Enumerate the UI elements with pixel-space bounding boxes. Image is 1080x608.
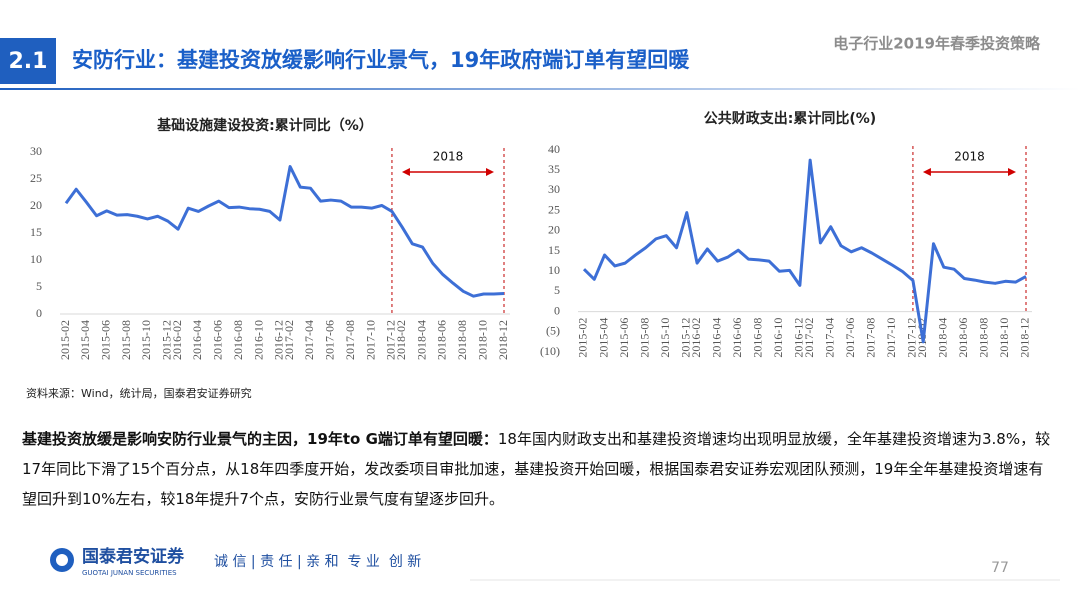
chart-title: 公共财政支出:累计同比(%) (704, 110, 876, 127)
span-label: 2018 (433, 150, 464, 164)
x-tick-label: 2015-12 (679, 318, 693, 358)
y-tick-label: 10 (30, 252, 42, 266)
y-tick-label: 35 (548, 162, 560, 176)
x-tick-label: 2017-08 (864, 318, 878, 358)
x-tick-label: 2017-12 (905, 318, 919, 358)
y-tick-label: 40 (548, 142, 560, 156)
x-tick-label: 2017-02 (802, 318, 816, 358)
x-tick-label: 2018-10 (475, 320, 489, 360)
x-tick-label: 2015-12 (160, 320, 174, 360)
y-tick-label: 15 (548, 243, 560, 257)
company-name: 国泰君安证券 (82, 546, 185, 567)
x-tick-label: 2016-10 (771, 318, 785, 358)
section-number: 2.1 (9, 49, 48, 74)
y-tick-label: 5 (554, 283, 560, 297)
x-tick-label: 2018-04 (414, 320, 428, 360)
source-note: 资料来源：Wind，统计局，国泰君安证券研究 (26, 386, 252, 400)
y-tick-label: 10 (548, 263, 560, 277)
x-tick-label: 2017-10 (884, 318, 898, 358)
body-lead: 基建投资放缓是影响安防行业景气的主因，19年to G端订单有望回暖： (22, 430, 498, 448)
body-text: 基建投资放缓是影响安防行业景气的主因，19年to G端订单有望回暖：18年国内财… (22, 424, 1058, 514)
x-tick-label: 2016-10 (251, 320, 265, 360)
x-tick-label: 2016-04 (709, 318, 723, 358)
chart-title: 基础设施建设投资:累计同比（%） (157, 117, 373, 134)
x-tick-label: 2018-10 (997, 318, 1011, 358)
x-tick-label: 2016-12 (272, 320, 286, 360)
section-box (0, 38, 56, 84)
y-tick-label: (10) (540, 344, 560, 358)
y-tick-label: 15 (30, 225, 42, 239)
x-tick-label: 2016-04 (190, 320, 204, 360)
x-tick-label: 2016-12 (792, 318, 806, 358)
page-number: 77 (991, 560, 1009, 576)
x-tick-label: 2015-04 (78, 320, 92, 360)
slide-title: 安防行业：基建投资放缓影响行业景气，19年政府端订单有望回暖 (72, 48, 690, 72)
x-tick-label: 2016-02 (170, 320, 184, 360)
x-tick-label: 2018-06 (956, 318, 970, 358)
x-tick-label: 2016-08 (750, 318, 764, 358)
x-tick-label: 2016-06 (730, 318, 744, 358)
x-tick-label: 2017-08 (343, 320, 357, 360)
x-tick-label: 2018-12 (1018, 318, 1032, 358)
company-name-en: GUOTAI JUNAN SECURITIES (82, 569, 177, 577)
y-tick-label: 5 (36, 279, 42, 293)
x-tick-label: 2015-02 (576, 318, 590, 358)
x-tick-label: 2015-10 (139, 320, 153, 360)
span-label: 2018 (954, 150, 985, 164)
x-tick-label: 2017-04 (822, 318, 836, 358)
y-tick-label: 30 (548, 182, 560, 196)
y-tick-label: 20 (30, 198, 42, 212)
x-tick-label: 2018-12 (496, 320, 510, 360)
series-line (64, 165, 505, 298)
x-tick-label: 2017-04 (302, 320, 316, 360)
x-tick-label: 2018-02 (394, 320, 408, 360)
y-tick-label: 20 (548, 223, 560, 237)
y-tick-label: 30 (30, 144, 42, 158)
x-tick-label: 2018-06 (435, 320, 449, 360)
x-tick-label: 2017-06 (323, 320, 337, 360)
y-tick-label: 0 (554, 303, 560, 317)
x-tick-label: 2017-12 (384, 320, 398, 360)
x-tick-label: 2018-04 (936, 318, 950, 358)
x-tick-label: 2015-08 (637, 318, 651, 358)
body-detail: 18年国内财政支出和基建投资增速均出现明显放缓，全年基建投资增速为3.8%，较1… (22, 430, 1051, 508)
header-rule (0, 88, 1080, 90)
series-line (582, 158, 1027, 344)
logo-icon-inner (56, 554, 68, 566)
x-tick-label: 2015-06 (617, 318, 631, 358)
y-tick-label: 25 (30, 171, 42, 185)
x-tick-label: 2015-02 (58, 320, 72, 360)
x-tick-label: 2017-06 (843, 318, 857, 358)
x-tick-label: 2015-04 (596, 318, 610, 358)
report-name: 电子行业2019年春季投资策略 (833, 35, 1041, 53)
x-tick-label: 2017-02 (282, 320, 296, 360)
slogan: 诚 信 | 责 任 | 亲 和 专 业 创 新 (214, 554, 421, 570)
x-tick-label: 2016-02 (689, 318, 703, 358)
x-tick-label: 2015-06 (98, 320, 112, 360)
x-tick-label: 2015-10 (658, 318, 672, 358)
x-tick-label: 2016-06 (211, 320, 225, 360)
x-tick-label: 2016-08 (231, 320, 245, 360)
x-tick-label: 2018-08 (455, 320, 469, 360)
x-tick-label: 2015-08 (119, 320, 133, 360)
x-tick-label: 2017-10 (363, 320, 377, 360)
y-tick-label: (5) (546, 324, 560, 338)
x-tick-label: 2018-08 (977, 318, 991, 358)
y-tick-label: 25 (548, 202, 560, 216)
charts: 基础设施建设投资:累计同比（%） 0 5 10 15 20 25 30 2015-02 2015-… (30, 110, 1032, 360)
y-tick-label: 0 (36, 306, 42, 320)
